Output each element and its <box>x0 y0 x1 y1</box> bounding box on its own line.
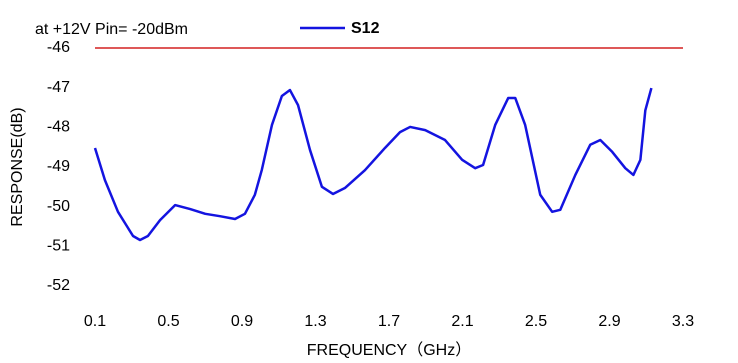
x-tick-label: 3.3 <box>672 313 694 330</box>
y-tick-label: -52 <box>47 277 70 294</box>
y-tick-label: -48 <box>47 119 70 136</box>
x-tick-label: 0.1 <box>84 313 106 330</box>
y-tick-label: -49 <box>47 158 70 175</box>
x-tick-label: 0.9 <box>231 313 253 330</box>
y-tick-label: -46 <box>47 39 70 56</box>
y-axis-label: RESPONSE(dB) <box>9 107 26 226</box>
x-tick-label: 1.7 <box>378 313 400 330</box>
x-tick-label: 0.5 <box>157 313 179 330</box>
x-tick-label: 2.5 <box>525 313 547 330</box>
series-line <box>93 87 653 242</box>
x-tick-label: 2.9 <box>598 313 620 330</box>
x-axis-label: FREQUENCY（GHz） <box>307 341 471 359</box>
y-tick-label: -51 <box>47 238 70 255</box>
x-tick-label: 1.3 <box>304 313 326 330</box>
chart-title: at +12V Pin= -20dBm <box>35 21 188 38</box>
legend-label: S12 <box>351 20 380 37</box>
y-tick-label: -47 <box>47 79 70 96</box>
y-tick-label: -50 <box>47 198 70 215</box>
x-tick-label: 2.1 <box>451 313 473 330</box>
